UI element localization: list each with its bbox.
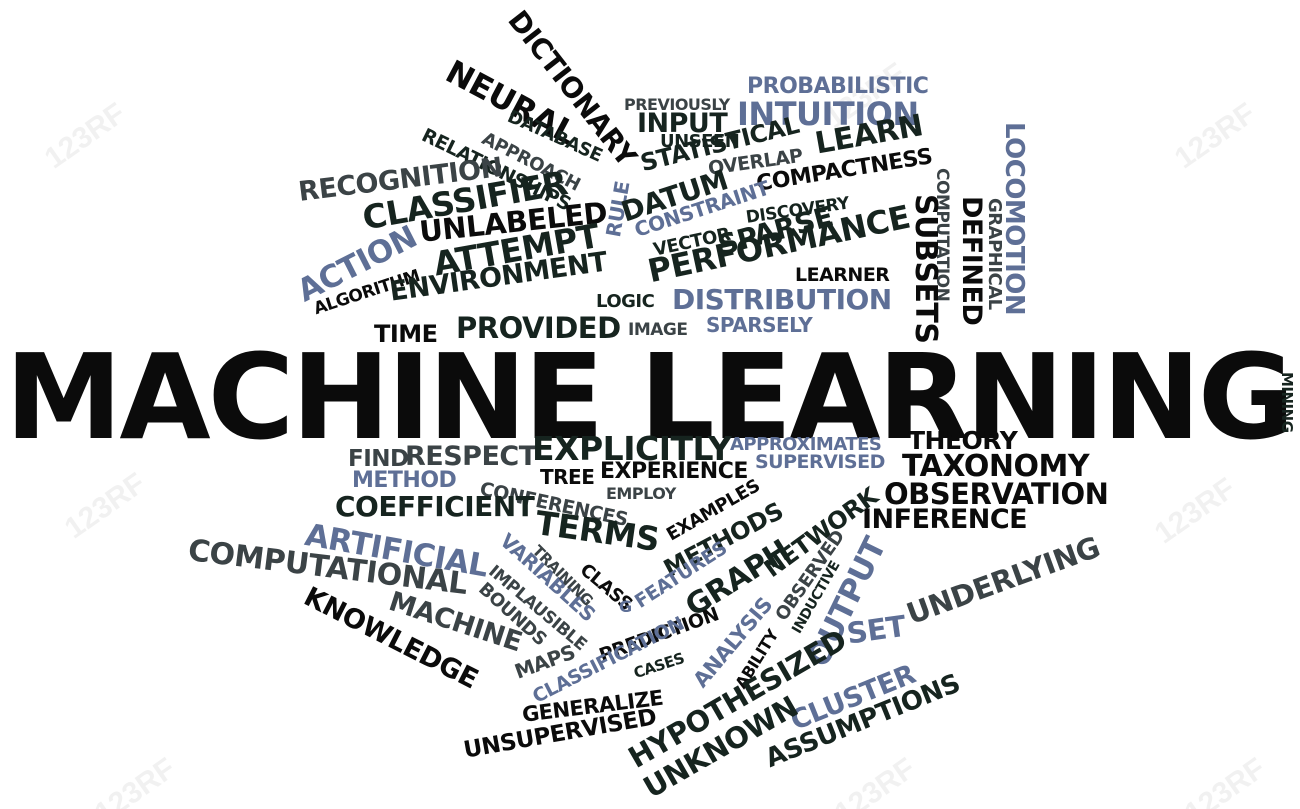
word-previously: PREVIOUSLY (624, 95, 730, 114)
word-graphical: GRAPHICAL (984, 198, 1005, 310)
watermark-logo: 123RF (1178, 751, 1272, 809)
word-tree: TREE (540, 465, 595, 489)
word-inference: INFERENCE (862, 504, 1028, 535)
watermark-logo: 123RF (1148, 471, 1242, 551)
word-sparsely: SPARSELY (706, 313, 813, 337)
word-subsets: SUBSETS (908, 194, 943, 344)
word-underlying: UNDERLYING (901, 529, 1105, 632)
watermark-logo: 123RF (88, 751, 182, 809)
word-method: METHOD (352, 468, 457, 493)
word-intuition: INTUITION (737, 95, 919, 133)
word-taxonomy: TAXONOMY (902, 449, 1090, 484)
word-theory: THEORY (908, 426, 1018, 455)
word-find: FIND (348, 446, 409, 472)
word-unseen: UNSEEN (660, 131, 740, 152)
watermark-logo: 123RF (828, 751, 922, 809)
word-provided: PROVIDED (456, 311, 621, 345)
word-learner: LEARNER (795, 264, 890, 286)
word-defined: DEFINED (956, 196, 987, 326)
word-coefficient: COEFFICIENT (335, 490, 535, 523)
word-employ: EMPLOY (606, 484, 676, 503)
word-distribution: DISTRIBUTION (672, 283, 892, 316)
word-probabilistic: PROBABILISTIC (747, 74, 929, 99)
word-time: TIME (374, 320, 438, 348)
word-image: IMAGE (628, 320, 688, 340)
word-approximates: APPROXIMATES (730, 434, 882, 455)
word-g: G (619, 597, 632, 616)
word-input: INPUT (637, 108, 728, 139)
word-logic: LOGIC (596, 291, 655, 312)
watermark-logo: 123RF (1168, 96, 1262, 176)
watermark-logo: 123RF (38, 96, 132, 176)
word-experience: EXPERIENCE (600, 459, 748, 484)
main-title: MACHINE LEARNING (5, 328, 1295, 466)
word-supervised: SUPERVISED (755, 451, 885, 473)
word-respect: RESPECT (405, 441, 537, 472)
word-explicitly: EXPLICITLY (532, 429, 732, 468)
word-mining: MINING (1278, 372, 1296, 433)
word-set: SET (844, 608, 908, 651)
word-terms: TERMS (532, 503, 662, 559)
word-observation: OBSERVATION (884, 477, 1109, 511)
watermark-logo: 123RF (58, 466, 152, 546)
